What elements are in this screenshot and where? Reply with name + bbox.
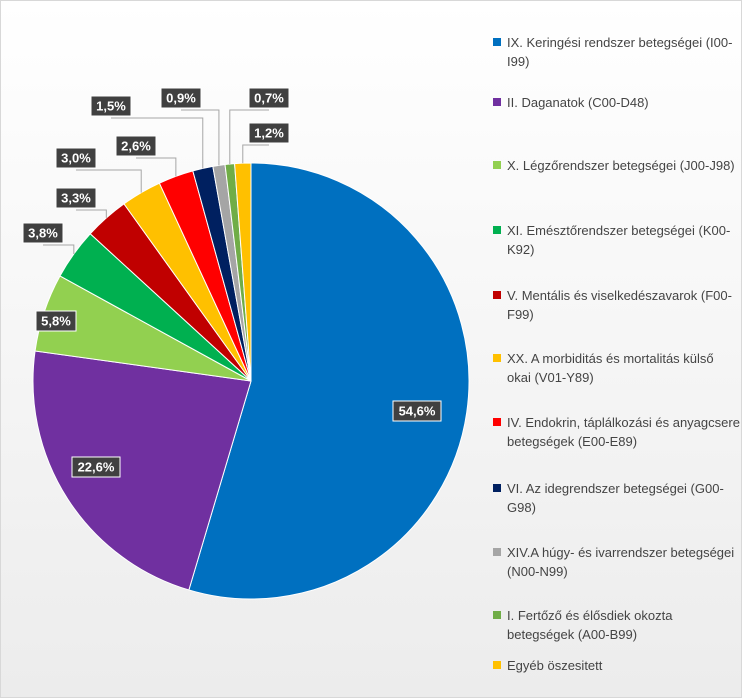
legend-item: Egyéb öszesitett bbox=[491, 656, 741, 675]
data-label-box bbox=[22, 222, 64, 244]
leader-line bbox=[76, 169, 142, 193]
legend-swatch bbox=[493, 484, 501, 492]
data-label: 5,8% bbox=[41, 313, 71, 328]
legend-swatch bbox=[493, 226, 501, 234]
legend-label: XIV.A húgy- és ivarrendszer betegségei (… bbox=[507, 545, 735, 579]
data-label-box bbox=[392, 400, 442, 422]
data-label-box bbox=[55, 187, 97, 209]
legend-item: IX. Keringési rendszer betegségei (I00-I… bbox=[491, 33, 741, 71]
data-label-box bbox=[90, 95, 132, 117]
legend-label: X. Légzőrendszer betegségei (J00-J98) bbox=[507, 158, 735, 173]
legend-item: XX. A morbiditás és mortalitás külső oka… bbox=[491, 349, 741, 387]
data-label: 3,0% bbox=[61, 150, 91, 165]
leader-line bbox=[111, 117, 204, 169]
data-label-box bbox=[160, 87, 202, 109]
legend-swatch bbox=[493, 38, 501, 46]
leader-line bbox=[43, 244, 75, 254]
data-label-box bbox=[35, 310, 77, 332]
legend-label: VI. Az idegrendszer betegségei (G00-G98) bbox=[507, 481, 724, 515]
legend-item: X. Légzőrendszer betegségei (J00-J98) bbox=[491, 156, 741, 175]
leader-line bbox=[136, 157, 177, 177]
legend-swatch bbox=[493, 611, 501, 619]
data-label: 0,9% bbox=[166, 90, 196, 105]
data-label-box bbox=[55, 147, 97, 169]
legend-label: IX. Keringési rendszer betegségei (I00-I… bbox=[507, 35, 733, 69]
legend-swatch bbox=[493, 548, 501, 556]
leader-line bbox=[229, 109, 269, 165]
legend-swatch bbox=[493, 418, 501, 426]
legend-label: XI. Emésztőrendszer betegségei (K00-K92) bbox=[507, 223, 731, 257]
legend-swatch bbox=[493, 354, 501, 362]
legend-item: II. Daganatok (C00-D48) bbox=[491, 93, 741, 112]
legend-item: VI. Az idegrendszer betegségei (G00-G98) bbox=[491, 479, 741, 517]
legend-item: V. Mentális és viselkedészavarok (F00-F9… bbox=[491, 286, 741, 324]
data-label: 1,2% bbox=[254, 125, 284, 140]
data-label-box bbox=[115, 135, 157, 157]
legend-item: XI. Emésztőrendszer betegségei (K00-K92) bbox=[491, 221, 741, 259]
data-label-box bbox=[248, 122, 290, 144]
pie-slice bbox=[32, 350, 252, 591]
legend-label: IV. Endokrin, táplálkozási és anyagcsere… bbox=[507, 415, 740, 449]
data-label-box bbox=[248, 87, 290, 109]
data-label: 3,8% bbox=[28, 225, 58, 240]
legend-label: II. Daganatok (C00-D48) bbox=[507, 95, 649, 110]
data-label: 1,5% bbox=[96, 98, 126, 113]
leader-line bbox=[181, 109, 220, 166]
data-label: 3,3% bbox=[61, 190, 91, 205]
data-label: 0,7% bbox=[254, 90, 284, 105]
pie-slice bbox=[188, 162, 470, 600]
legend-label: Egyéb öszesitett bbox=[507, 658, 603, 673]
data-label: 2,6% bbox=[121, 138, 151, 153]
legend-label: XX. A morbiditás és mortalitás külső oka… bbox=[507, 351, 714, 385]
leader-line bbox=[242, 144, 269, 164]
legend-swatch bbox=[493, 661, 501, 669]
legend-item: I. Fertőző és élősdiek okozta betegségek… bbox=[491, 606, 741, 644]
legend-swatch bbox=[493, 161, 501, 169]
legend-label: I. Fertőző és élősdiek okozta betegségek… bbox=[507, 608, 673, 642]
data-label: 54,6% bbox=[399, 403, 436, 418]
legend-item: IV. Endokrin, táplálkozási és anyagcsere… bbox=[491, 413, 741, 451]
data-label: 22,6% bbox=[78, 459, 115, 474]
legend-label: V. Mentális és viselkedészavarok (F00-F9… bbox=[507, 288, 732, 322]
legend-item: XIV.A húgy- és ivarrendszer betegségei (… bbox=[491, 543, 741, 581]
legend-swatch bbox=[493, 98, 501, 106]
leader-line bbox=[76, 209, 107, 218]
legend-swatch bbox=[493, 291, 501, 299]
data-label-box bbox=[71, 456, 121, 478]
